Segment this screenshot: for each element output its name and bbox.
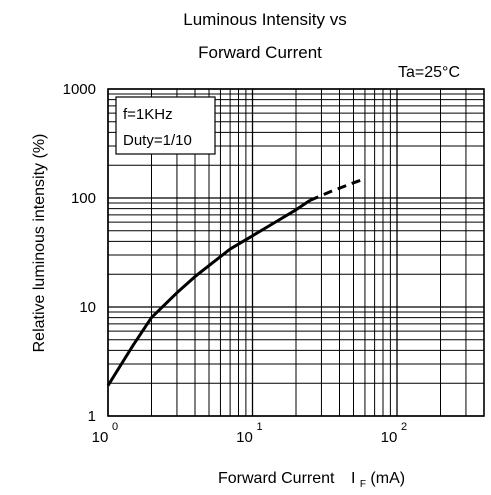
y-tick-label: 1000 bbox=[63, 81, 96, 98]
chart-title-line-1: Luminous Intensity vs bbox=[183, 10, 346, 29]
x-axis-label-symbol: I bbox=[351, 470, 355, 487]
legend-line-duty: Duty=1/10 bbox=[123, 132, 192, 149]
y-tick-label: 10 bbox=[79, 299, 96, 316]
y-tick-label: 1 bbox=[88, 408, 96, 425]
chart-title-line-2: Forward Current bbox=[198, 43, 322, 62]
plot-frame bbox=[107, 88, 485, 417]
legend-box bbox=[115, 96, 216, 155]
x-tick-label: 10 bbox=[381, 429, 398, 446]
curves bbox=[106, 177, 366, 387]
x-axis-label-unit: (mA) bbox=[370, 470, 405, 487]
x-tick-exponent: 1 bbox=[257, 421, 263, 433]
x-axis-label-text: Forward Current bbox=[218, 470, 335, 487]
x-axis-label-subscript: F bbox=[360, 479, 366, 490]
series-line bbox=[106, 199, 311, 387]
series-line-extrapolated bbox=[309, 177, 366, 202]
x-tick-exponent: 0 bbox=[112, 421, 118, 433]
condition-label: Ta=25°C bbox=[398, 64, 460, 81]
y-tick-label: 100 bbox=[71, 190, 96, 207]
grid bbox=[107, 88, 485, 417]
x-tick-label: 10 bbox=[92, 429, 109, 446]
x-tick-label: 10 bbox=[236, 429, 253, 446]
x-axis-label: Forward Current I F (mA) bbox=[218, 470, 405, 491]
legend-line-frequency: f=1KHz bbox=[123, 106, 173, 123]
y-axis-label: Relative luminous intensity (%) bbox=[31, 134, 48, 353]
x-tick-exponent: 2 bbox=[401, 421, 407, 433]
